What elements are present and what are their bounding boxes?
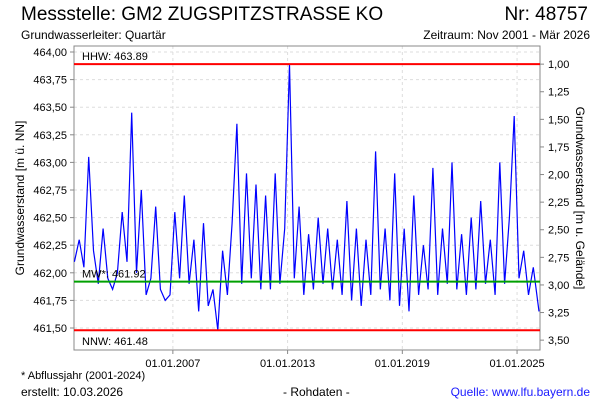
period-label: Zeitraum: Nov 2001 - Mär 2026 xyxy=(423,28,590,42)
y-tick-label: 461,75 xyxy=(33,295,67,307)
plot-frame xyxy=(73,45,541,351)
reference-label: MW*: 461.92 xyxy=(82,269,146,281)
y2-tick-label: 1,75 xyxy=(548,142,569,154)
raw-data-label: - Rohdaten - xyxy=(283,385,350,399)
y-tick-label: 464,00 xyxy=(33,47,67,59)
x-tick-label: 01.01.2007 xyxy=(145,358,200,370)
y-tick-label: 463,25 xyxy=(33,130,67,142)
y-tick-label: 462,50 xyxy=(33,213,67,225)
x-tick-label: 01.01.2013 xyxy=(260,358,315,370)
y2-tick-label: 1,50 xyxy=(548,114,569,126)
y-tick-label: 463,50 xyxy=(33,102,67,114)
y-axis-label: Grundwasserstand [m ü. NN] xyxy=(13,121,27,276)
series-line xyxy=(73,64,540,331)
footnote: * Abflussjahr (2001-2024) xyxy=(21,370,146,382)
y-tick-label: 461,50 xyxy=(33,323,67,335)
reference-label: NNW: 461.48 xyxy=(82,336,148,348)
x-tick-label: 01.01.2025 xyxy=(490,358,545,370)
y2-axis-label: Grundwasserstand [m u. Gelände] xyxy=(573,107,587,290)
y-tick-label: 463,00 xyxy=(33,157,67,169)
reference-label: HHW: 463.89 xyxy=(82,51,148,63)
y2-tick-label: 1,00 xyxy=(548,59,569,71)
y2-tick-label: 3,00 xyxy=(548,280,569,292)
y-tick-label: 463,75 xyxy=(33,75,67,87)
y-tick-label: 462,25 xyxy=(33,240,67,252)
y2-tick-label: 2,50 xyxy=(548,225,569,237)
y-tick-label: 462,75 xyxy=(33,185,67,197)
aquifer-label: Grundwasserleiter: Quartär xyxy=(21,28,166,42)
y2-tick-label: 2,75 xyxy=(548,252,569,264)
y2-tick-label: 2,25 xyxy=(548,197,569,209)
source-link[interactable]: Quelle: www.lfu.bayern.de xyxy=(450,385,590,399)
y2-tick-label: 2,00 xyxy=(548,170,569,182)
y-tick-label: 462,00 xyxy=(33,268,67,280)
station-title: Messstelle: GM2 ZUGSPITZSTRASSE KO xyxy=(21,4,384,25)
created-date: erstellt: 10.03.2026 xyxy=(21,385,124,399)
x-tick-label: 01.01.2019 xyxy=(375,358,430,370)
y2-tick-label: 1,25 xyxy=(548,87,569,99)
station-number: Nr: 48757 xyxy=(504,4,588,25)
y2-tick-label: 3,50 xyxy=(548,335,569,347)
y2-tick-label: 3,25 xyxy=(548,308,569,320)
